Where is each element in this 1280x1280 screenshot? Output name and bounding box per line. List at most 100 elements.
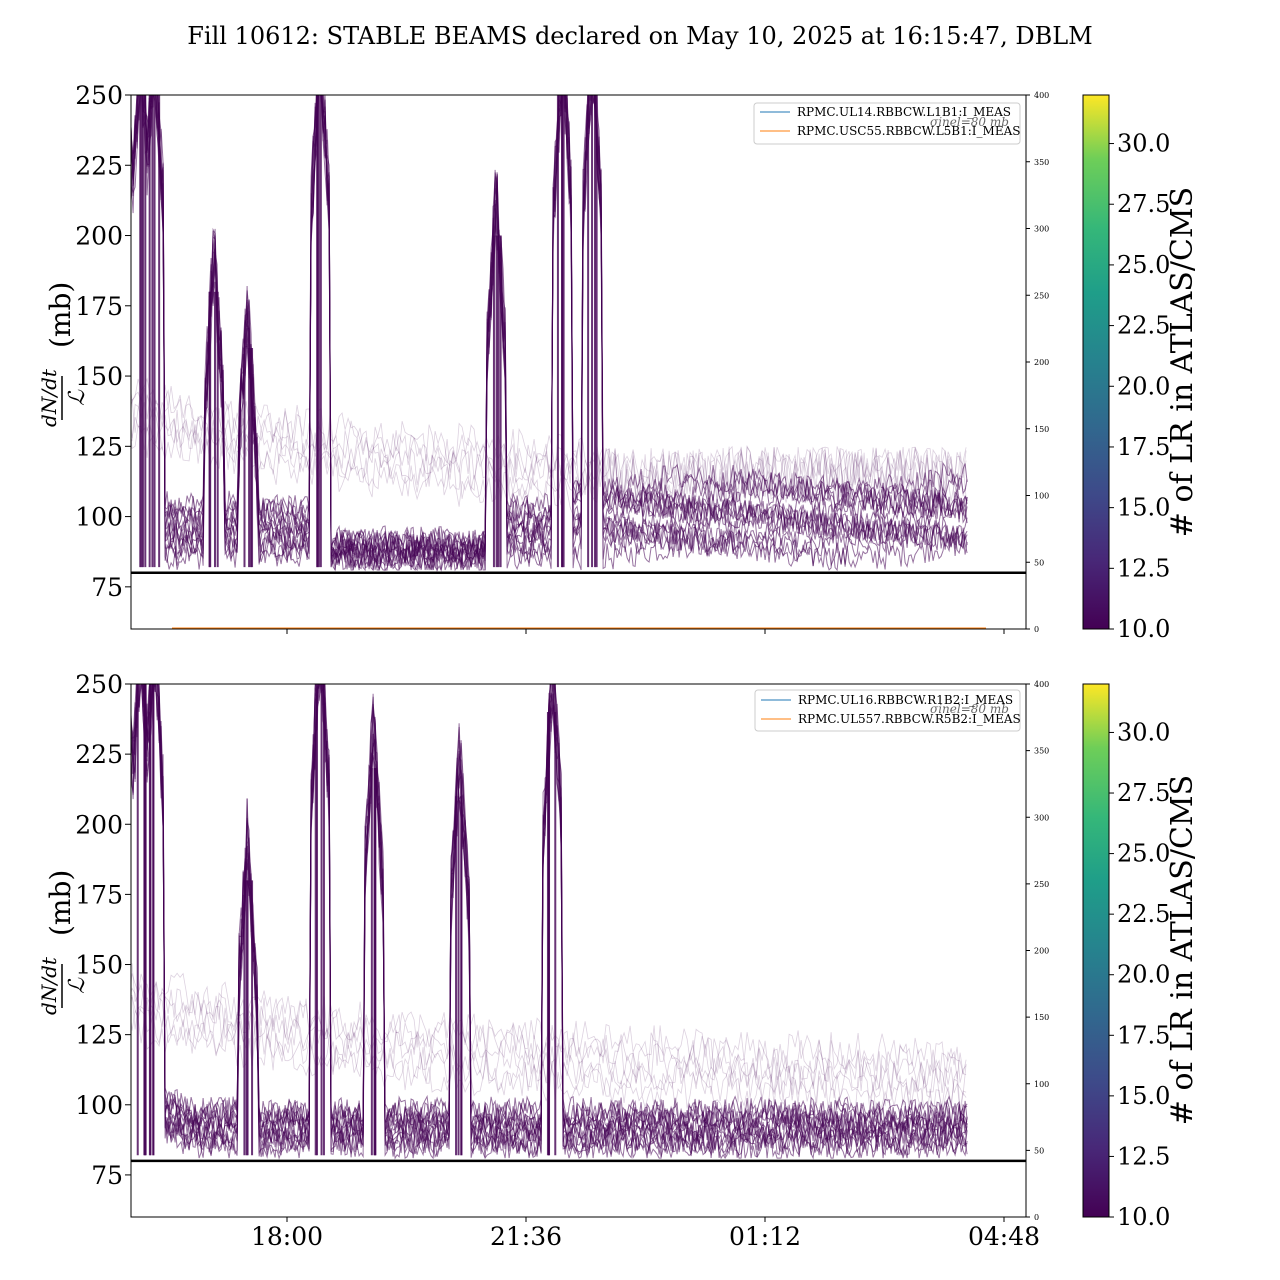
bottom-colorbar: 10.0 12.5 15.0 17.5 20.0 22.5 25.0 27.5 30.0 # o… xyxy=(1082,683,1200,1231)
xtick-label: 04:48 xyxy=(968,1222,1040,1251)
y2tick-label: 50 xyxy=(1034,1146,1044,1155)
top-colorbar-gradient xyxy=(1082,94,1110,630)
top-legend-entry-1: RPMC.UL14.RBBCW.L1B1:I_MEAS xyxy=(797,105,1011,119)
colorbar-tick-label: 17.5 xyxy=(1117,1021,1170,1049)
y2tick-label: 200 xyxy=(1034,358,1049,367)
top-colorbar: 10.0 12.5 15.0 17.5 20.0 22.5 25.0 27.5 30.0 # o… xyxy=(1082,94,1200,643)
colorbar-tick-label: 22.5 xyxy=(1117,312,1170,340)
ytick-label: 175 xyxy=(75,292,123,321)
faint-trace-line xyxy=(131,416,967,507)
ytick-label: 175 xyxy=(75,880,123,909)
trace-line xyxy=(131,684,968,1140)
y2tick-label: 100 xyxy=(1034,492,1049,501)
colorbar-tick-label: 22.5 xyxy=(1117,900,1170,928)
y2tick-label: 250 xyxy=(1034,880,1049,889)
faint-trace-line xyxy=(131,423,967,516)
bottom-yticks: 75 100 125 150 175 200 225 250 xyxy=(75,670,131,1190)
top-legend-box xyxy=(753,102,1021,145)
ytick-label: 100 xyxy=(75,1091,123,1120)
colorbar-tick-label: 12.5 xyxy=(1117,554,1170,582)
colorbar-tick-label: 12.5 xyxy=(1117,1142,1170,1170)
top-ylabel-numerator: dN/dt xyxy=(37,368,61,427)
top-ylabel-unit: (mb) xyxy=(44,282,77,348)
colorbar-tick-label: 30.0 xyxy=(1117,130,1170,158)
colorbar-tick-label: 30.0 xyxy=(1117,718,1170,746)
ytick-label: 250 xyxy=(75,670,123,699)
bottom-overlay-text: σinel=80 mb xyxy=(930,702,1009,716)
faint-trace-line xyxy=(131,1009,967,1118)
colorbar-tick-label: 10.0 xyxy=(1117,615,1170,643)
colorbar-tick-label: 20.0 xyxy=(1117,372,1170,400)
ytick-label: 100 xyxy=(75,503,123,532)
trace-line xyxy=(131,684,968,1126)
bottom-colorbar-gradient xyxy=(1082,683,1110,1218)
ytick-label: 250 xyxy=(75,81,123,110)
y2tick-label: 400 xyxy=(1034,680,1049,689)
faint-trace-line xyxy=(131,973,967,1085)
ytick-label: 200 xyxy=(75,810,123,839)
ytick-label: 75 xyxy=(91,573,123,602)
trace-line xyxy=(131,95,968,553)
faint-trace-line xyxy=(131,996,967,1110)
xtick-label: 18:00 xyxy=(251,1222,323,1251)
ytick-label: 200 xyxy=(75,222,123,251)
faint-trace-line xyxy=(131,984,967,1092)
ytick-label: 125 xyxy=(75,1021,123,1050)
y2tick-label: 300 xyxy=(1034,225,1049,234)
bottom-legend-entry-1: RPMC.UL16.RBBCW.R1B2:I_MEAS xyxy=(798,693,1013,707)
top-overlay-text: σinel=80 mb xyxy=(930,115,1009,129)
xtick-label: 01:12 xyxy=(729,1222,801,1251)
y2tick-label: 300 xyxy=(1034,813,1049,822)
trace-line xyxy=(131,95,968,560)
ytick-label: 225 xyxy=(75,740,123,769)
top-colorbar-label: # of LR in ATLAS/CMS xyxy=(1165,187,1200,537)
bottom-y2ticks: 0 50 100 150 200 250 300 350 400 xyxy=(1026,680,1049,1222)
y2tick-label: 350 xyxy=(1034,158,1049,167)
ytick-label: 150 xyxy=(75,362,123,391)
y2tick-label: 350 xyxy=(1034,747,1049,756)
faint-trace-line xyxy=(131,377,967,502)
faint-trace-line xyxy=(131,402,967,503)
colorbar-tick-label: 27.5 xyxy=(1117,779,1170,807)
bottom-legend-box xyxy=(754,689,1021,732)
top-colorbar-ticks: 10.0 12.5 15.0 17.5 20.0 22.5 25.0 27.5 30.0 xyxy=(1109,130,1170,643)
colorbar-tick-label: 17.5 xyxy=(1117,433,1170,461)
bottom-legend-entry-2: RPMC.UL557.RBBCW.R5B2:I_MEAS xyxy=(798,712,1021,726)
faint-trace-line xyxy=(131,393,967,503)
y2tick-label: 250 xyxy=(1034,291,1049,300)
top-traces xyxy=(131,95,968,572)
y2tick-label: 150 xyxy=(1034,1013,1049,1022)
y2tick-label: 150 xyxy=(1034,425,1049,434)
ytick-label: 125 xyxy=(75,432,123,461)
top-ylabel: (mb) dN/dt ℒ xyxy=(37,282,90,427)
bottom-ylabel-unit: (mb) xyxy=(44,870,77,936)
top-panel: 75 100 125 150 175 200 225 250 0 50 100 150 200 250 3… xyxy=(37,81,1049,634)
top-y2ticks: 0 50 100 150 200 250 300 350 400 xyxy=(1026,91,1049,634)
colorbar-tick-label: 20.0 xyxy=(1117,961,1170,989)
ytick-label: 75 xyxy=(91,1161,123,1190)
colorbar-tick-label: 10.0 xyxy=(1117,1203,1170,1231)
bottom-xticks: 18:00 21:36 01:12 04:48 xyxy=(251,1217,1040,1251)
y2tick-label: 0 xyxy=(1034,1213,1039,1222)
faint-trace-line xyxy=(131,963,967,1075)
top-legend-entry-2: RPMC.USC55.RBBCW.L5B1:I_MEAS xyxy=(797,124,1020,138)
figure-title: Fill 10612: STABLE BEAMS declared on May… xyxy=(187,22,1092,50)
y2tick-label: 100 xyxy=(1034,1080,1049,1089)
faint-trace-line xyxy=(131,387,967,503)
colorbar-tick-label: 15.0 xyxy=(1117,494,1170,522)
colorbar-tick-label: 25.0 xyxy=(1117,840,1170,868)
ytick-label: 225 xyxy=(75,151,123,180)
y2tick-label: 50 xyxy=(1034,558,1044,567)
bottom-colorbar-ticks: 10.0 12.5 15.0 17.5 20.0 22.5 25.0 27.5 30.0 xyxy=(1109,718,1170,1231)
top-legend: RPMC.UL14.RBBCW.L1B1:I_MEAS RPMC.USC55.R… xyxy=(753,102,1021,145)
y2tick-label: 200 xyxy=(1034,947,1049,956)
trace-line xyxy=(131,95,968,556)
faint-trace-line xyxy=(131,994,967,1099)
colorbar-tick-label: 25.0 xyxy=(1117,251,1170,279)
bottom-panel: 75 100 125 150 175 200 225 250 0 50 100 150 200 250 3… xyxy=(37,670,1049,1251)
bottom-ylabel-denominator: ℒ xyxy=(65,977,90,994)
xtick-label: 21:36 xyxy=(490,1222,562,1251)
bottom-traces xyxy=(131,684,968,1160)
colorbar-tick-label: 27.5 xyxy=(1117,190,1170,218)
top-yticks: 75 100 125 150 175 200 225 250 xyxy=(75,81,131,602)
